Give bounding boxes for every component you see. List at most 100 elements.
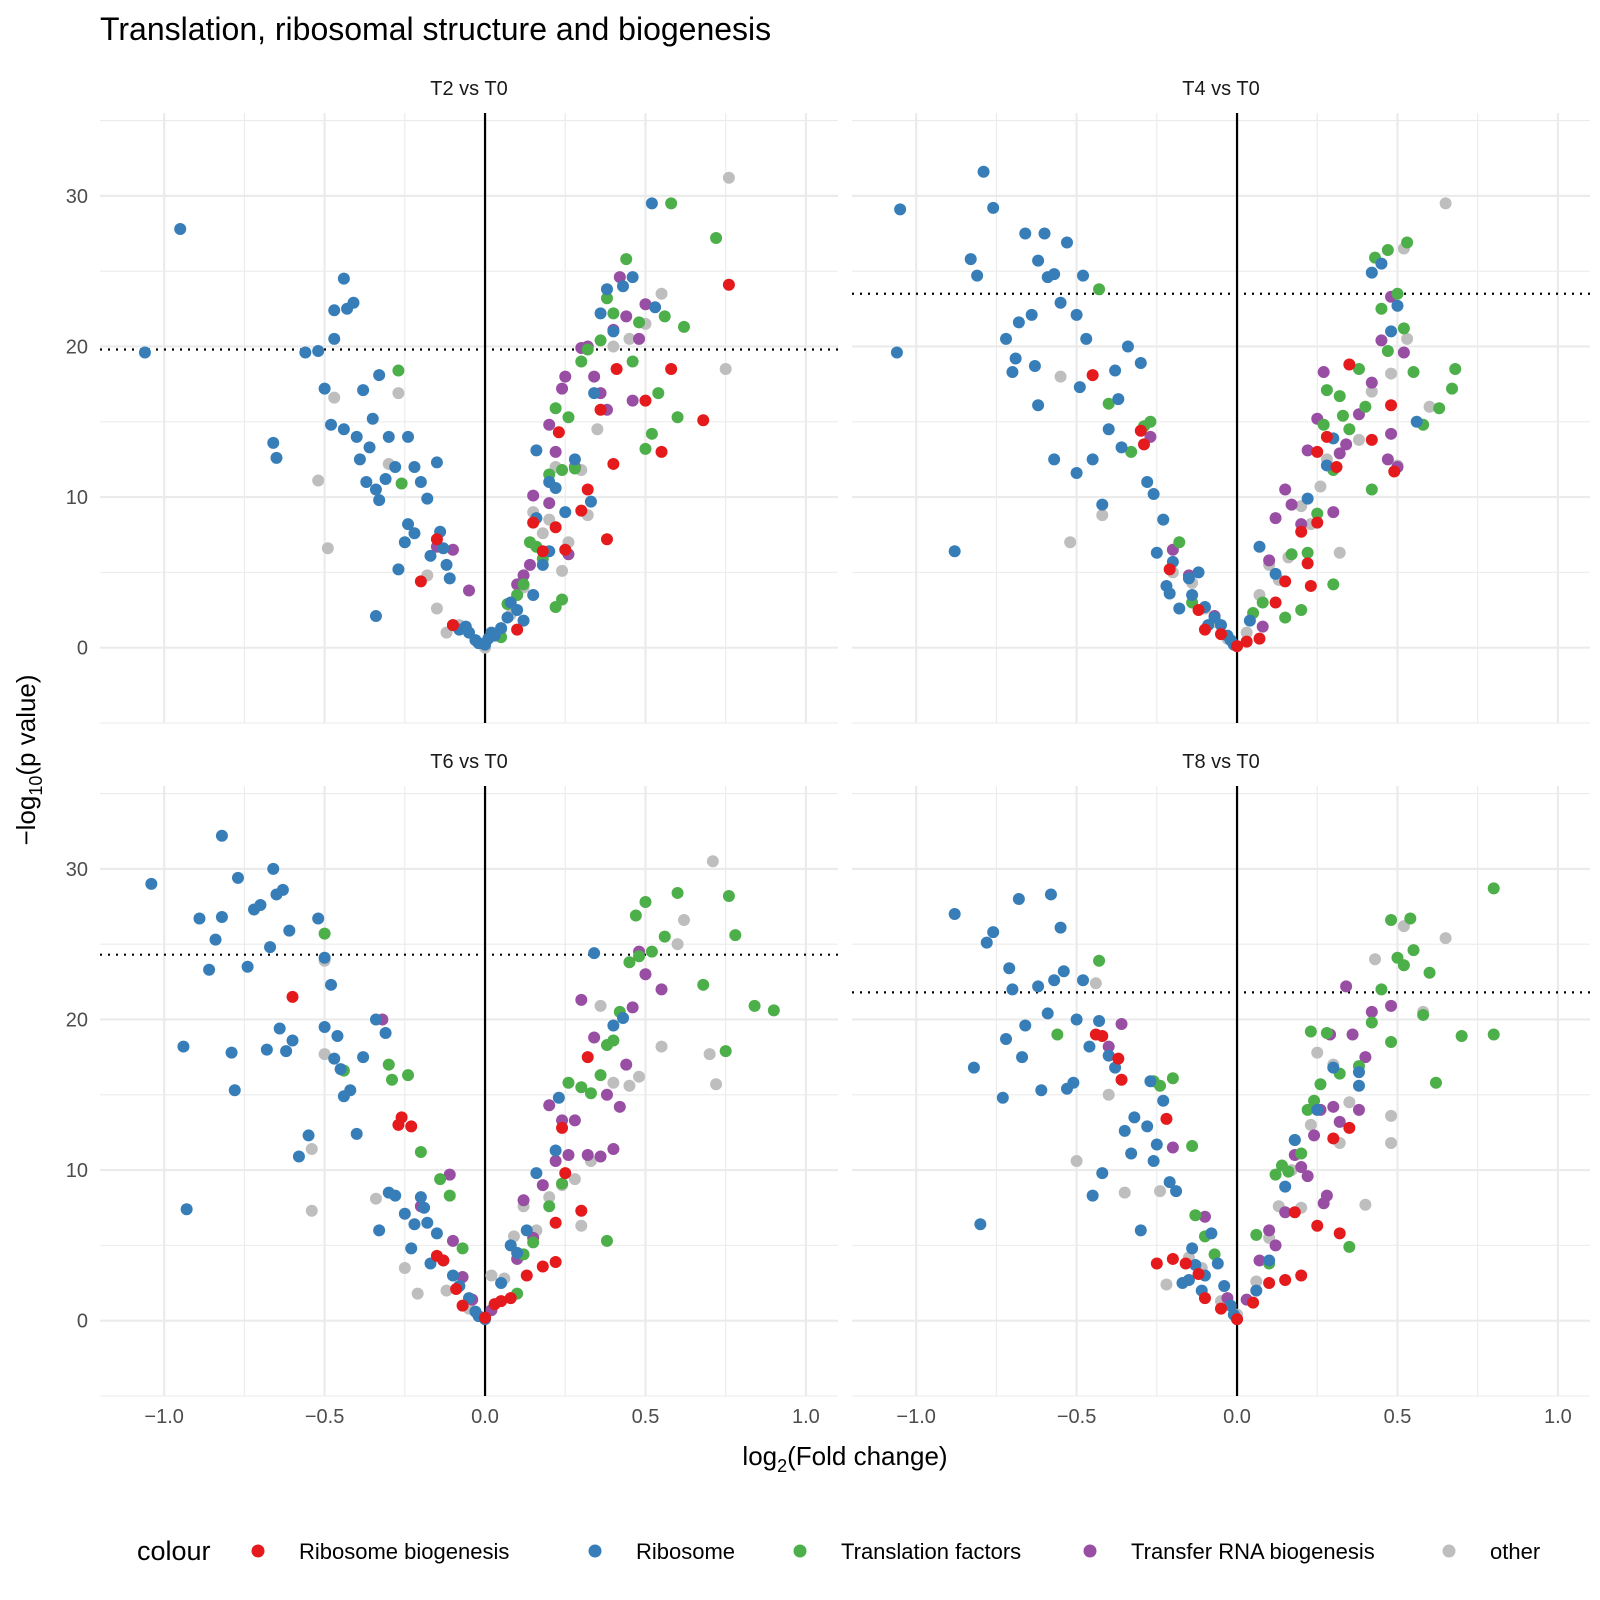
data-point: [1121, 340, 1134, 353]
data-point: [501, 611, 514, 624]
data-point: [430, 533, 443, 546]
data-point: [536, 1179, 549, 1192]
data-point: [1333, 390, 1346, 403]
data-point: [1385, 427, 1398, 440]
data-point: [1150, 546, 1163, 559]
data-point: [392, 563, 405, 576]
data-point: [1385, 367, 1398, 380]
data-point: [556, 463, 569, 476]
data-point: [974, 1218, 987, 1231]
data-point: [1397, 346, 1410, 359]
data-point: [1086, 1189, 1099, 1202]
data-point: [1365, 376, 1378, 389]
data-point: [1407, 944, 1420, 957]
data-point: [620, 310, 633, 323]
data-point: [980, 936, 993, 949]
data-point: [1144, 1075, 1157, 1088]
data-point: [639, 895, 652, 908]
data-point: [1423, 400, 1436, 413]
data-point: [511, 1246, 524, 1259]
data-point: [1404, 912, 1417, 925]
data-point: [1057, 965, 1070, 978]
data-point: [1279, 1206, 1292, 1219]
data-point: [1073, 381, 1086, 394]
data-point: [1109, 364, 1122, 377]
data-point: [1311, 445, 1324, 458]
data-point: [437, 542, 450, 555]
data-point: [719, 1045, 732, 1058]
data-point: [530, 1167, 543, 1180]
data-point: [1343, 1121, 1356, 1134]
data-point: [1093, 283, 1106, 296]
data-point: [264, 941, 277, 954]
data-point: [1231, 640, 1244, 653]
data-point: [987, 926, 1000, 939]
data-point: [697, 414, 710, 427]
legend-label: Ribosome biogenesis: [299, 1539, 509, 1564]
data-point: [1314, 1078, 1327, 1091]
data-point: [1048, 974, 1061, 987]
data-point: [1320, 384, 1333, 397]
data-point: [1317, 1197, 1330, 1210]
data-point: [1154, 1185, 1167, 1198]
data-point: [286, 990, 299, 1003]
data-point: [180, 1203, 193, 1216]
data-point: [1041, 1007, 1054, 1020]
data-point: [964, 253, 977, 266]
data-point: [520, 1269, 533, 1282]
data-point: [600, 1088, 613, 1101]
legend: colour Ribosome biogenesis Ribosome Transl…: [137, 1536, 1540, 1566]
data-point: [1141, 1120, 1154, 1133]
data-point: [633, 332, 646, 345]
data-point: [430, 456, 443, 469]
data-point: [594, 1069, 607, 1082]
data-point: [302, 1129, 315, 1142]
panel-label: T6 vs T0: [430, 751, 507, 773]
data-point: [456, 1271, 469, 1284]
data-point: [495, 622, 508, 635]
data-point: [594, 307, 607, 320]
data-point: [446, 1269, 459, 1282]
data-point: [1381, 244, 1394, 257]
data-point: [1263, 1254, 1276, 1267]
data-point: [581, 1149, 594, 1162]
data-point: [623, 332, 636, 345]
data-point: [1333, 447, 1346, 460]
x-tick-label: 0.5: [1384, 1406, 1412, 1428]
data-point: [1240, 626, 1253, 639]
data-point: [1352, 433, 1365, 446]
data-point: [527, 516, 540, 529]
data-point: [1343, 1240, 1356, 1253]
data-point: [549, 445, 562, 458]
data-point: [1134, 1224, 1147, 1237]
data-point: [1150, 1138, 1163, 1151]
data-point: [1179, 1257, 1192, 1270]
data-point: [1166, 1252, 1179, 1265]
x-axis-title: log2(Fold change): [742, 1441, 947, 1476]
data-point: [1336, 409, 1349, 422]
data-point: [1154, 1079, 1167, 1092]
data-point: [1189, 1258, 1202, 1271]
data-point: [1173, 602, 1186, 615]
data-point: [1308, 1094, 1321, 1107]
data-point: [1144, 415, 1157, 428]
data-point: [1035, 1084, 1048, 1097]
data-point: [1137, 438, 1150, 451]
data-point: [1429, 1076, 1442, 1089]
data-point: [1385, 1036, 1398, 1049]
data-point: [241, 960, 254, 973]
data-point: [613, 1100, 626, 1113]
data-point: [463, 584, 475, 597]
data-point: [1301, 557, 1314, 570]
data-point: [1032, 254, 1045, 267]
data-point: [639, 442, 652, 455]
y-tick-label: 0: [77, 1311, 88, 1333]
data-point: [767, 1004, 780, 1017]
legend-label: other: [1490, 1539, 1540, 1564]
data-point: [1198, 623, 1211, 636]
data-point: [1301, 492, 1314, 505]
legend-item: Translation factors: [793, 1539, 1021, 1564]
data-point: [1170, 1185, 1183, 1198]
data-point: [626, 355, 639, 368]
panel-label: T2 vs T0: [430, 78, 507, 100]
